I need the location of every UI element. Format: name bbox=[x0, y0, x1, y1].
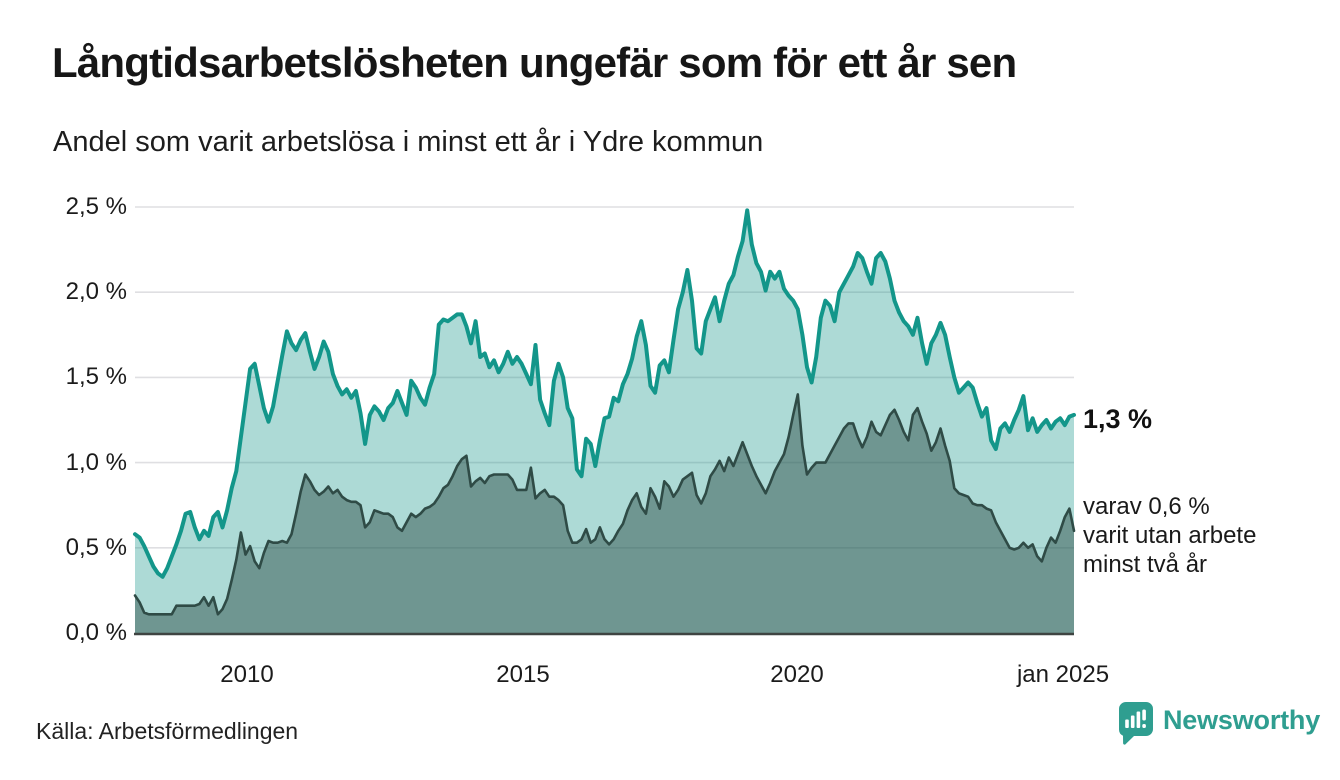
newsworthy-brand: Newsworthy bbox=[1117, 701, 1320, 745]
page-title: Långtidsarbetslösheten ungefär som för e… bbox=[52, 39, 1017, 86]
y-tick-1-0: 1,0 % bbox=[65, 449, 127, 476]
y-tick-0-5: 0,5 % bbox=[65, 534, 127, 561]
page-subtitle: Andel som varit arbetslösa i minst ett å… bbox=[53, 126, 764, 158]
source-note: Källa: Arbetsförmedlingen bbox=[36, 718, 299, 744]
newsworthy-wordmark: Newsworthy bbox=[1163, 705, 1321, 735]
newsworthy-logo-icon bbox=[1119, 702, 1153, 745]
subset-note-line-2: varit utan arbete bbox=[1083, 522, 1257, 549]
y-tick-2-0: 2,0 % bbox=[65, 278, 127, 305]
series-total-value-label: 1,3 % bbox=[1083, 404, 1153, 434]
series-subset-note: varav 0,6 % varit utan arbete minst två … bbox=[1083, 492, 1256, 579]
subset-note-line-3: minst två år bbox=[1083, 551, 1208, 578]
subset-note-line-1: varav 0,6 % bbox=[1083, 493, 1210, 520]
y-tick-0-0: 0,0 % bbox=[65, 619, 127, 646]
y-tick-2-5: 2,5 % bbox=[65, 193, 127, 220]
x-tick-2020: 2020 bbox=[770, 661, 824, 688]
x-tick-2015: 2015 bbox=[496, 661, 550, 688]
x-tick-jan-2025: jan 2025 bbox=[1016, 661, 1110, 688]
y-tick-1-5: 1,5 % bbox=[65, 363, 127, 390]
x-tick-2010: 2010 bbox=[220, 661, 274, 688]
